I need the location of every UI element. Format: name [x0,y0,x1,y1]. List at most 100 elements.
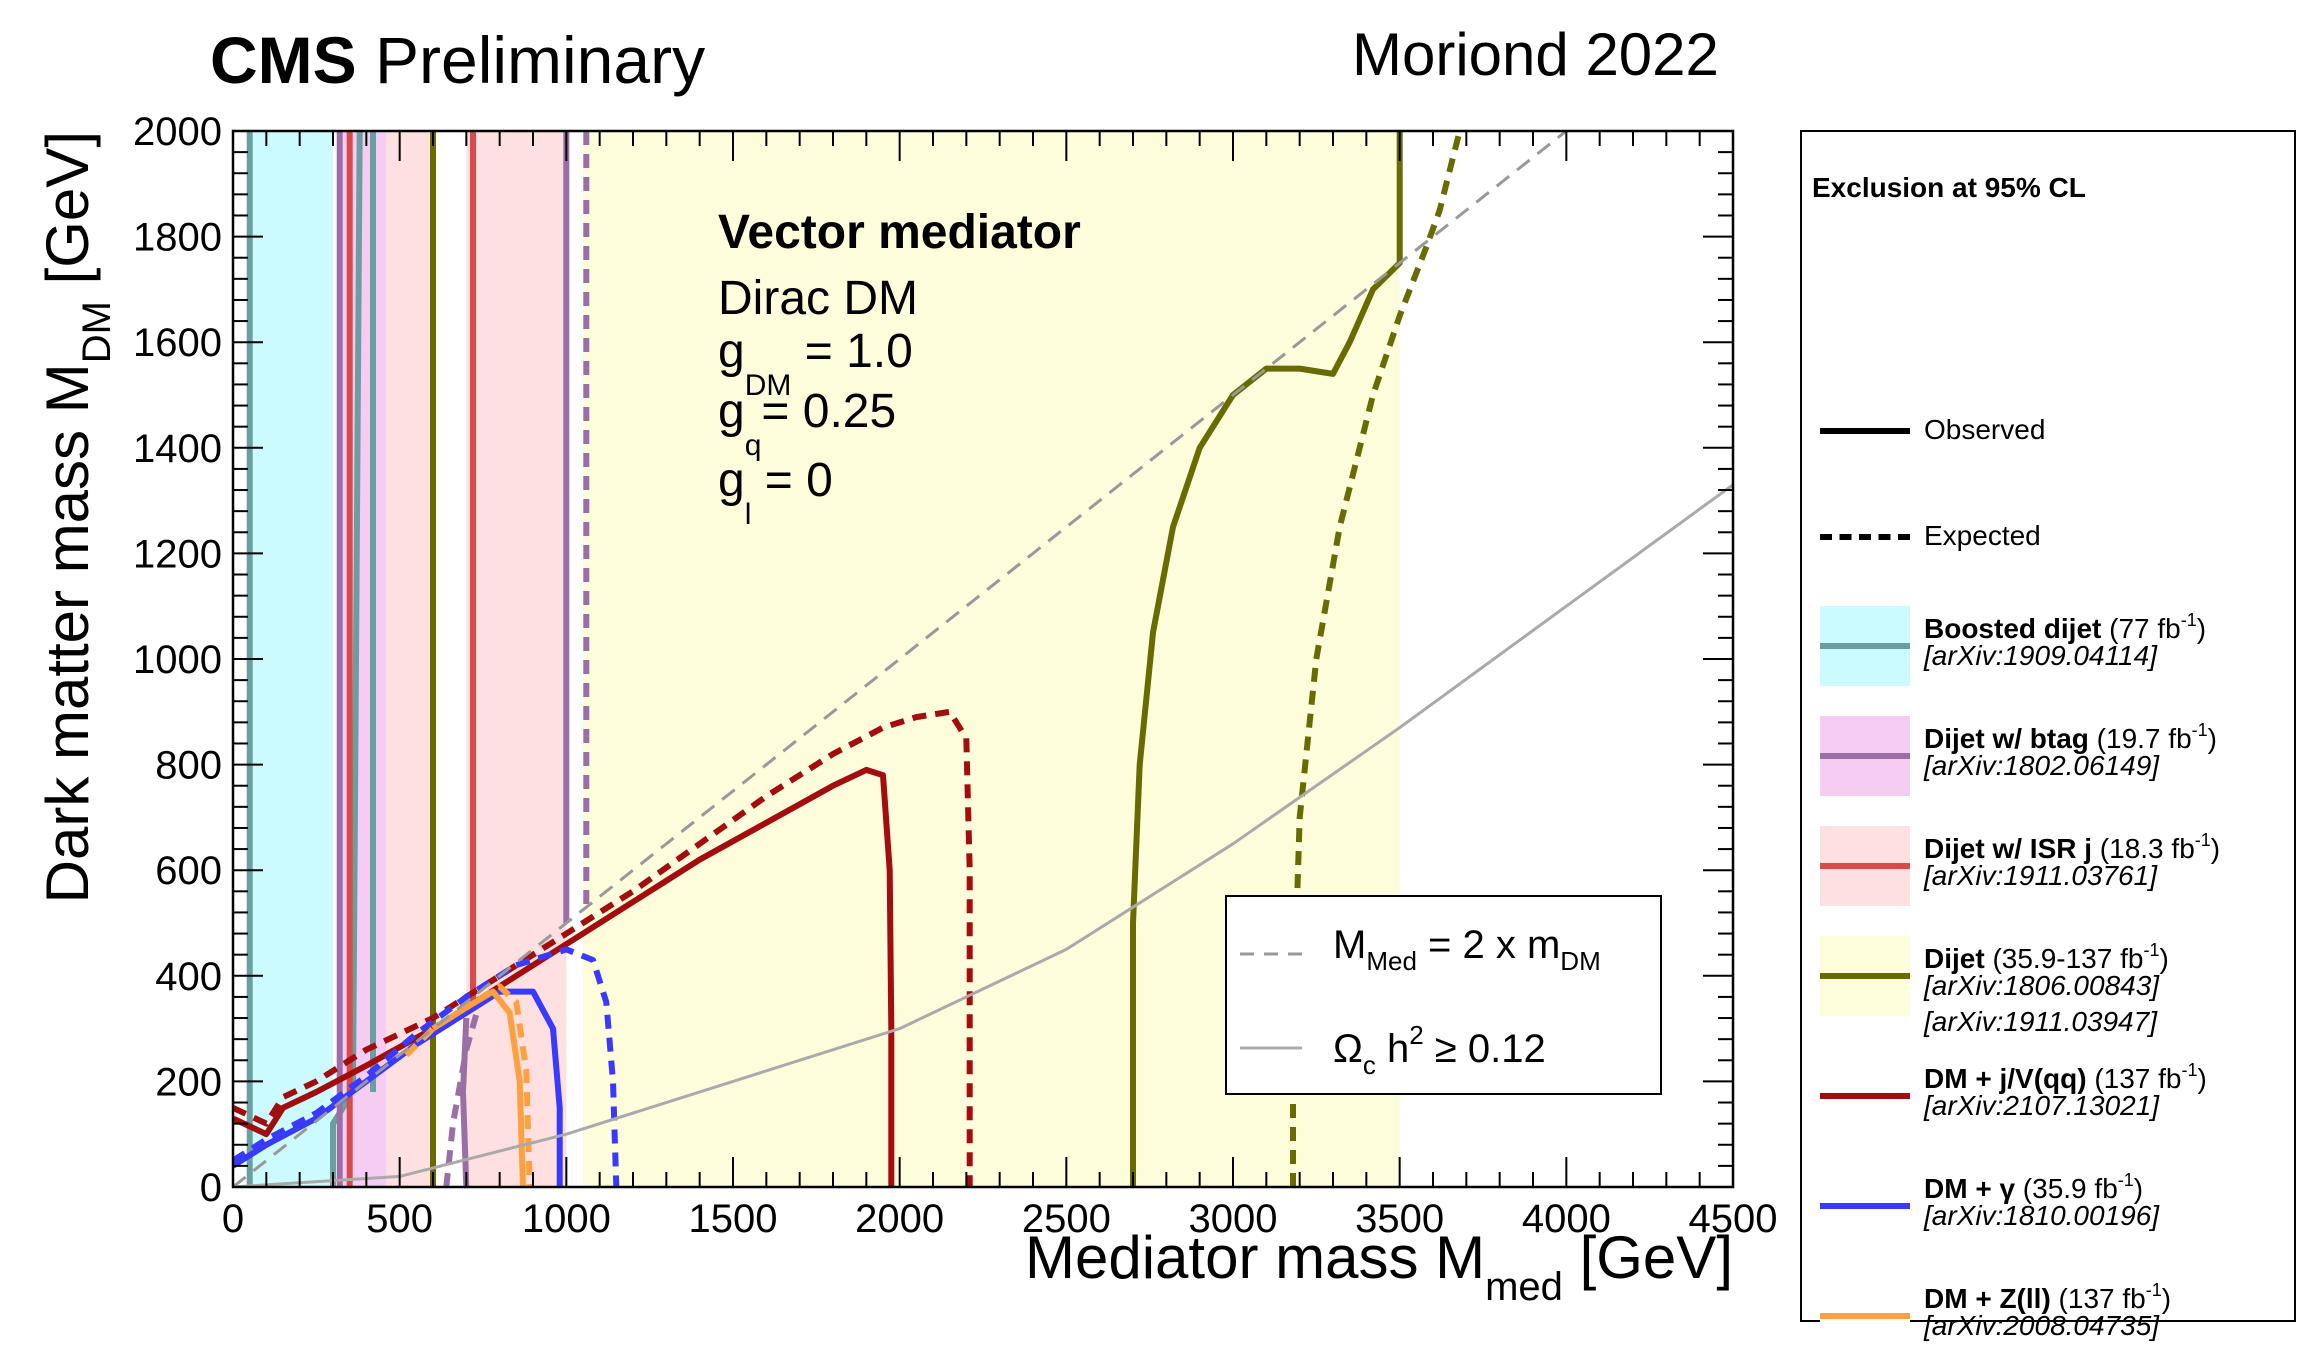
x-tick-label: 4000 [1522,1197,1611,1241]
legend-entry-ref: [arXiv:1802.06149] [1924,750,2160,781]
legend-entry-lumi-end: ) [2210,833,2221,864]
model-annotation: Vector mediator Dirac DM gDM = 1.0 gq= 0… [718,206,1081,531]
y-tick-label: 800 [155,744,222,788]
y-tick-label: 200 [155,1060,222,1104]
legend-entry-name: DM + j/V(qq) [1924,1063,2087,1094]
series-line-15 [233,988,563,1187]
expected-line-sample [1820,534,1910,540]
inset-legend: MMed = 2 x mDM Ωc h2 ≥ 0.12 [1225,895,1662,1095]
annotation-title: Vector mediator [718,206,1081,259]
legend-swatch-line [1820,1093,1910,1099]
x-tick-label: 2000 [855,1197,944,1241]
legend-entry-lumi: (35.9 fb [2015,1173,2118,1204]
y-tick-label: 0 [200,1166,222,1210]
cms-dm-exclusion-figure: CMS Preliminary Moriond 2022 0 500 1000 150… [34,21,2296,1356]
legend-swatch [1820,826,1910,906]
legend-entry-lumi-end: ) [2159,943,2169,974]
legend-entry-label: Dijet w/ btag (19.7 fb-1) [1924,712,2217,757]
series-line-16 [233,946,620,1187]
legend-swatch-line [1820,973,1910,979]
legend-entry-label: Dijet w/ ISR j (18.3 fb-1) [1924,822,2220,867]
legend-entry-lumi-end: ) [2161,1283,2172,1314]
x-tick-label: 1500 [689,1197,778,1241]
y-tick-label: 1800 [133,216,222,260]
legend-entry-lumi-sup: -1 [2117,1170,2134,1190]
legend-swatch [1820,1056,1910,1136]
legend-swatch-line [1820,1313,1910,1319]
legend-entry-lumi-sup: -1 [2145,1280,2162,1300]
observed-line-sample [1820,428,1910,434]
legend-entry-lumi-sup: -1 [2180,610,2197,630]
legend-swatch [1820,1276,1910,1356]
y-tick-label: 600 [155,849,222,893]
annotation-gl: gl = 0 [718,454,833,531]
legend-panel: Exclusion at 95% CL Observed Expected Bo… [1800,130,2296,1356]
plot-svg: 0 500 1000 1500 2000 2500 3000 3500 4000 4500 0 200… [34,110,1777,1309]
exclusion-curves [233,131,1733,1187]
y-axis-label: Dark matter mass MDM [GeV] [34,131,119,903]
x-tick-label: 3000 [1189,1197,1278,1241]
conference-label: Moriond 2022 [1352,21,1719,88]
legend-entry-lumi-sup: -1 [2194,830,2211,850]
axis-tick-labels: 0 500 1000 1500 2000 2500 3000 3500 4000 4500 0 200… [133,110,1777,1241]
cms-preliminary: Preliminary [356,23,706,97]
x-axis-label: Mediator mass Mmed [GeV] [1025,1224,1733,1309]
legend-swatch-line [1820,753,1910,759]
legend-entry-ref: [arXiv:1909.04114] [1924,640,2157,671]
legend-entry-ref: [arXiv:1911.03761] [1924,860,2157,891]
legend-entry-name: Dijet w/ btag [1924,723,2089,754]
series-line-19 [233,131,1568,1187]
y-tick-label: 1200 [133,532,222,576]
legend-swatch-line [1820,1203,1910,1209]
legend-entry-ref: [arXiv:1806.00843] [1924,970,2160,1001]
legend-entry-lumi: (137 fb [2086,1063,2182,1094]
band-1 [339,131,387,1187]
legend-entry-name: DM + Z(ll) [1924,1283,2051,1314]
y-tick-label: 400 [155,955,222,999]
legend-entry-ref: [arXiv:1810.00196] [1924,1200,2160,1231]
legend-swatch [1820,716,1910,796]
legend-entry-lumi-sup: -1 [2191,720,2208,740]
legend-entry-lumi: (19.7 fb [2088,723,2192,754]
series-line-20 [233,483,1733,1187]
inset-legend-box [1225,895,1662,1095]
legend-expected-label: Expected [1924,520,2041,551]
legend-entry-label: Boosted dijet (77 fb-1) [1924,602,2206,647]
legend-entry-name: Boosted dijet [1924,613,2102,644]
y-tick-label: 1400 [133,427,222,471]
legend-entry-lumi: (35.9-137 fb [1984,943,2144,974]
series-line-11 [1130,131,1403,1187]
legend-entry-lumi-end: ) [2133,1173,2144,1204]
legend-entry-label: DM + j/V(qq) (137 fb-1) [1924,1052,2207,1097]
cms-bold: CMS [210,23,357,97]
legend-entry-lumi: (18.3 fb [2092,833,2195,864]
y-tick-label: 1600 [133,321,222,365]
legend-entry-ref: [arXiv:1911.03947] [1924,1006,2157,1037]
band-0 [249,131,333,1187]
legend-entry-lumi-sup: -1 [2143,940,2160,960]
axis-ticks [232,130,1734,1188]
legend-swatch-line [1820,863,1910,869]
legend-entry-label: DM + γ (35.9 fb-1) [1924,1162,2143,1207]
legend-entry-lumi: (137 fb [2050,1283,2146,1314]
x-tick-label: 2500 [1022,1197,1111,1241]
legend-entry-lumi-end: ) [2196,613,2207,644]
legend-entry-name: Dijet w/ ISR j [1924,833,2093,864]
legend-swatch-line [1820,643,1910,649]
annotation-gq: gq= 0.25 [718,385,896,462]
legend-observed-label: Observed [1924,414,2046,445]
series-line-1 [330,131,363,1187]
y-tick-label: 1000 [133,638,222,682]
series-line-7 [443,1001,483,1187]
cms-label: CMS Preliminary [210,22,705,98]
diagonal-legend-text: MMed = 2 x mDM [1333,923,1601,976]
legend-entry-name: DM + γ [1924,1173,2016,1204]
x-tick-label: 1000 [522,1197,611,1241]
x-tick-label: 0 [222,1197,244,1241]
legend-entry-lumi: (77 fb [2101,613,2181,644]
legend-entry-lumi-end: ) [2197,1063,2207,1094]
annotation-gdm: gDM = 1.0 [718,325,913,402]
band-2 [386,131,433,1187]
annotation-dirac: Dirac DM [718,272,918,325]
legend-entry-label: DM + Z(ll) (137 fb-1) [1924,1272,2171,1317]
